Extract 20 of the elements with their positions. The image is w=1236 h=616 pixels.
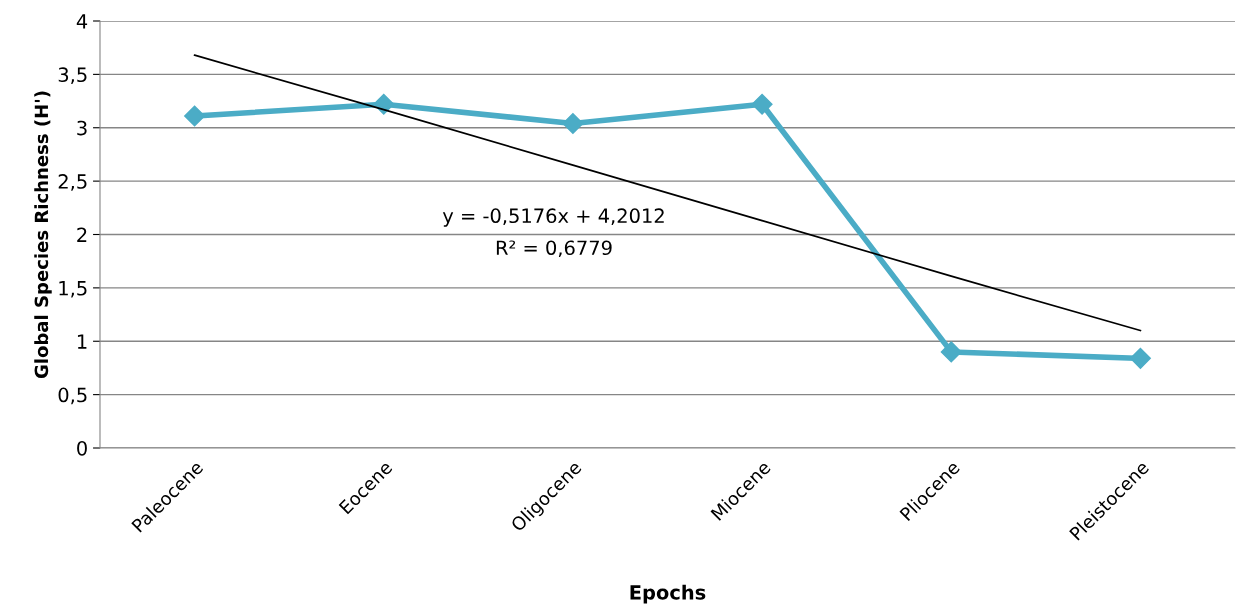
- y-tick-label: 3,5: [58, 67, 87, 85]
- point: [940, 341, 962, 363]
- y-tick-label: 2,5: [58, 174, 87, 191]
- line-series: [193, 54, 1142, 332]
- y-tick-label: 2: [77, 227, 87, 242]
- y-axis-title: Global Species Richness (H'): [34, 91, 52, 379]
- point: [562, 112, 584, 134]
- y-tick-label: 0,5: [58, 387, 87, 405]
- y-tick-label: 1,5: [59, 281, 87, 298]
- point: [751, 93, 773, 115]
- y-tick-label: 0: [77, 440, 87, 456]
- point: [1129, 347, 1151, 369]
- annotation: R² = 0,6779: [496, 240, 612, 258]
- point: [373, 93, 395, 115]
- y-tick-label: 3: [77, 120, 87, 136]
- annotation: y = -0,5176x + 4,2012: [442, 208, 664, 227]
- point: [184, 105, 206, 127]
- y-tick-label: 4: [76, 14, 88, 29]
- y-tick-label: 1: [77, 334, 87, 349]
- x-axis-title: Epochs: [630, 584, 706, 604]
